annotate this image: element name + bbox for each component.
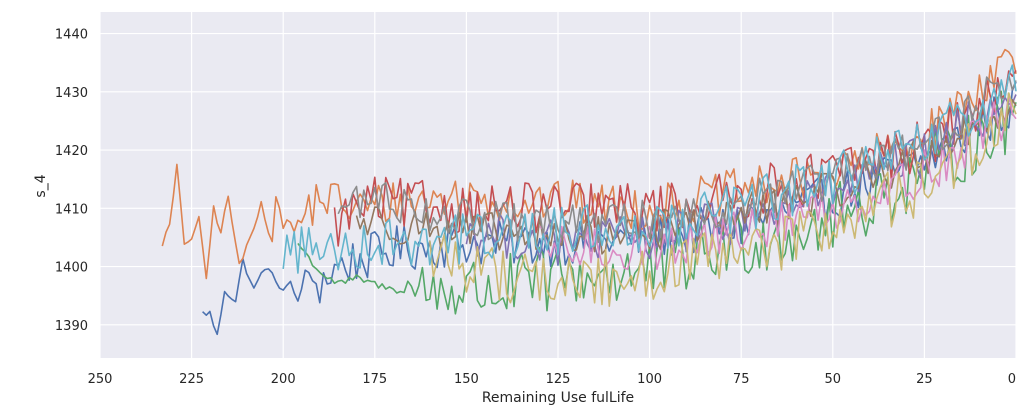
y-tick-label: 1440	[55, 28, 88, 43]
x-tick-label: 100	[637, 372, 662, 387]
x-tick-label: 250	[88, 372, 113, 387]
series-line-9	[429, 92, 1017, 308]
series-line-8	[337, 74, 1017, 244]
x-tick-label: 0	[1008, 372, 1016, 387]
x-axis-label: Remaining Use fulLife	[482, 390, 634, 405]
x-tick-label: 125	[546, 372, 571, 387]
x-tick-label: 150	[454, 372, 479, 387]
series-line-10	[282, 64, 1017, 274]
x-tick-label: 225	[179, 372, 204, 387]
y-tick-labels: 1390 1400 1410 1420 1430 1440	[55, 28, 88, 334]
series-lines	[161, 48, 1017, 336]
y-axis-label: s_4	[33, 174, 49, 197]
y-tick-label: 1410	[55, 202, 88, 217]
y-tick-label: 1420	[55, 144, 88, 159]
y-tick-label: 1400	[55, 261, 88, 276]
x-tick-label: 200	[271, 372, 296, 387]
y-tick-label: 1390	[55, 319, 88, 334]
x-tick-label: 75	[733, 372, 750, 387]
x-tick-label: 25	[916, 372, 933, 387]
x-tick-label: 175	[362, 372, 387, 387]
series-line-7	[539, 92, 1017, 271]
x-tick-label: 50	[825, 372, 842, 387]
x-tick-labels: 250 225 200 175 150 125 100 75 50 25 0	[88, 372, 1016, 387]
y-tick-label: 1430	[55, 86, 88, 101]
